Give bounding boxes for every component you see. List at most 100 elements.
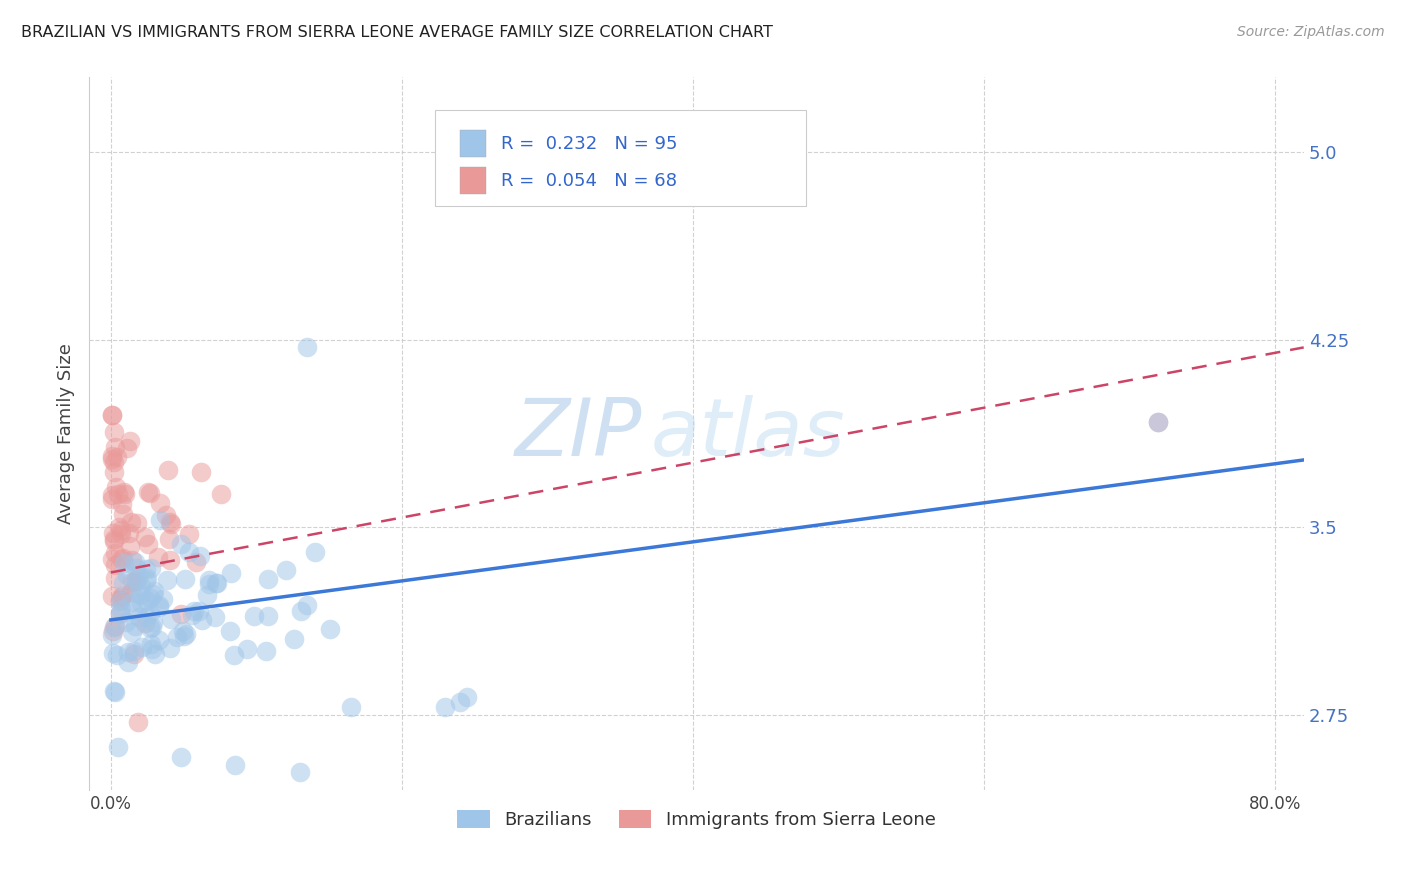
Point	[1147, 416, 1170, 430]
Point	[1147, 416, 1170, 430]
Point	[112, 557, 135, 571]
Point	[101, 488, 124, 502]
Point	[101, 408, 124, 422]
Point	[101, 449, 124, 463]
Point	[131, 640, 153, 654]
Point	[101, 452, 124, 467]
Text: ZIP: ZIP	[515, 394, 641, 473]
Point	[221, 566, 243, 580]
Point	[136, 537, 159, 551]
Point	[204, 610, 226, 624]
Point	[128, 610, 150, 624]
Point	[122, 647, 145, 661]
Point	[148, 600, 170, 615]
Point	[139, 621, 162, 635]
Point	[274, 563, 297, 577]
Text: Source: ZipAtlas.com: Source: ZipAtlas.com	[1237, 25, 1385, 39]
Point	[120, 539, 142, 553]
Point	[127, 570, 149, 584]
Point	[115, 615, 138, 629]
Point	[207, 575, 229, 590]
Point	[104, 619, 127, 633]
Point	[152, 592, 174, 607]
Point	[219, 624, 242, 639]
Point	[159, 641, 181, 656]
Point	[104, 441, 127, 455]
Point	[125, 516, 148, 531]
Point	[105, 450, 128, 465]
Point	[141, 642, 163, 657]
Point	[139, 606, 162, 620]
Point	[114, 484, 136, 499]
Point	[242, 608, 264, 623]
Point	[101, 646, 124, 660]
Point	[104, 558, 127, 572]
Point	[127, 585, 149, 599]
Point	[125, 573, 148, 587]
Point	[190, 466, 212, 480]
Point	[101, 551, 124, 566]
Point	[103, 534, 125, 549]
Point	[115, 441, 138, 455]
Point	[141, 620, 163, 634]
Point	[434, 700, 457, 714]
Point	[141, 561, 163, 575]
Point	[135, 610, 157, 624]
Point	[183, 604, 205, 618]
Point	[101, 589, 124, 603]
Point	[110, 551, 132, 566]
Point	[177, 545, 200, 559]
Point	[110, 594, 132, 608]
Point	[155, 573, 177, 587]
Point	[146, 550, 169, 565]
Point	[124, 619, 146, 633]
Point	[103, 683, 125, 698]
Point	[108, 607, 131, 621]
Point	[111, 588, 134, 602]
Point	[117, 655, 139, 669]
Point	[283, 632, 305, 646]
Text: BRAZILIAN VS IMMIGRANTS FROM SIERRA LEONE AVERAGE FAMILY SIZE CORRELATION CHART: BRAZILIAN VS IMMIGRANTS FROM SIERRA LEON…	[21, 25, 773, 40]
Point	[121, 553, 143, 567]
Point	[104, 546, 127, 560]
Point	[103, 624, 125, 638]
Point	[174, 573, 197, 587]
Point	[110, 590, 132, 604]
Point	[254, 644, 277, 658]
Point	[124, 574, 146, 588]
Point	[188, 604, 211, 618]
Point	[121, 595, 143, 609]
Point	[121, 574, 143, 589]
Point	[148, 632, 170, 647]
Point	[111, 551, 134, 566]
Point	[159, 515, 181, 529]
Point	[120, 515, 142, 529]
Point	[177, 526, 200, 541]
Point	[170, 750, 193, 764]
Point	[101, 492, 124, 507]
Text: R =  0.232   N = 95: R = 0.232 N = 95	[501, 135, 678, 153]
Point	[190, 613, 212, 627]
Point	[170, 537, 193, 551]
Point	[166, 630, 188, 644]
Point	[131, 579, 153, 593]
Point	[142, 615, 165, 629]
Point	[111, 497, 134, 511]
Point	[103, 425, 125, 440]
Point	[188, 549, 211, 563]
Point	[117, 645, 139, 659]
Point	[180, 607, 202, 622]
Point	[197, 577, 219, 591]
Point	[122, 603, 145, 617]
Point	[120, 585, 142, 599]
Point	[209, 487, 232, 501]
Point	[114, 486, 136, 500]
Point	[135, 574, 157, 588]
Point	[257, 572, 280, 586]
FancyBboxPatch shape	[460, 130, 486, 157]
FancyBboxPatch shape	[436, 110, 806, 206]
Point	[304, 545, 326, 559]
Text: R =  0.054   N = 68: R = 0.054 N = 68	[501, 172, 676, 190]
Y-axis label: Average Family Size: Average Family Size	[58, 343, 75, 524]
Point	[257, 609, 280, 624]
